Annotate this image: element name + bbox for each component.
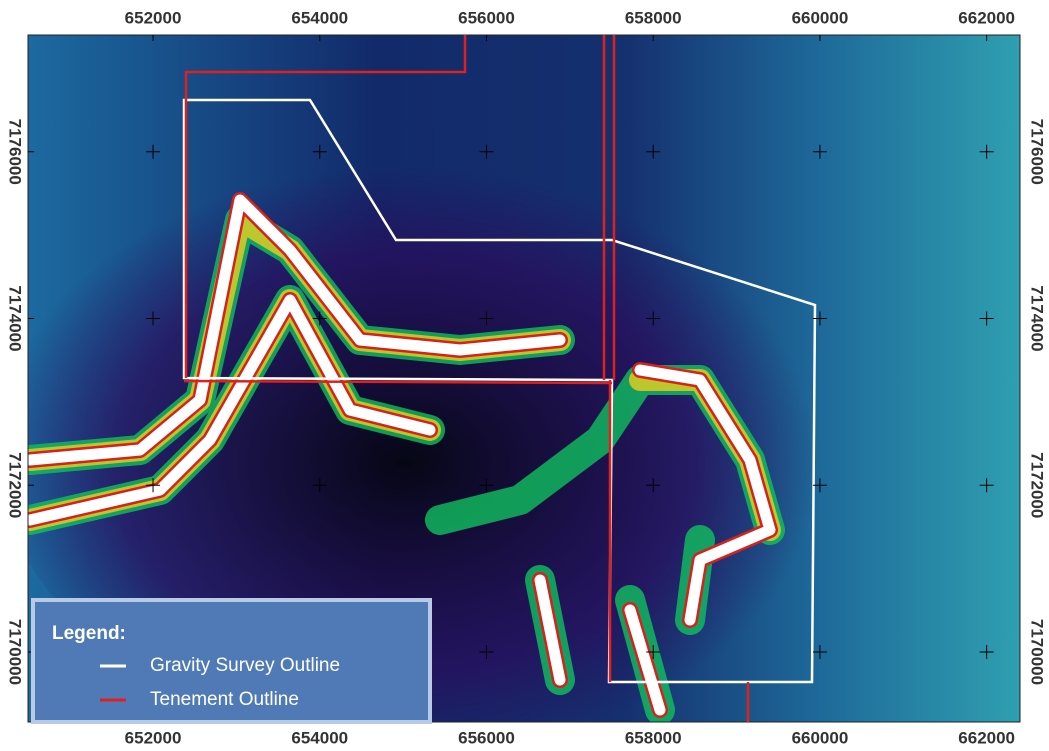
grid-cross <box>479 644 494 659</box>
y-tick-label-left: 7172000 <box>6 452 25 518</box>
grid-cross <box>312 144 327 159</box>
y-tick-label-left: 7170000 <box>6 619 25 685</box>
x-tick-label-bottom: 652000 <box>125 728 182 747</box>
x-tick-label-bottom: 658000 <box>625 728 682 747</box>
grid-cross <box>979 311 994 326</box>
grid-cross <box>646 144 661 159</box>
grid-cross <box>979 144 994 159</box>
x-tick-label-bottom: 662000 <box>958 728 1015 747</box>
y-tick-label-right: 7170000 <box>1028 619 1047 685</box>
x-tick-label-top: 660000 <box>792 8 849 27</box>
grid-cross <box>979 644 994 659</box>
outlines <box>182 35 817 722</box>
grid-cross <box>812 144 827 159</box>
y-tick-label-right: 7172000 <box>1028 452 1047 518</box>
y-tick-label-left: 7174000 <box>6 285 25 351</box>
x-tick-label-top: 656000 <box>458 8 515 27</box>
grid-cross <box>479 144 494 159</box>
x-tick-label-top: 662000 <box>958 8 1015 27</box>
grid-cross <box>812 311 827 326</box>
map-image <box>28 35 1020 722</box>
grid-cross <box>646 311 661 326</box>
legend-title: Legend: <box>52 623 126 644</box>
legend-items: Gravity Survey Outline Tenement Outline <box>100 655 340 710</box>
map-frame <box>27 34 1021 723</box>
legend-box <box>31 598 432 724</box>
tenement-outline <box>183 35 750 722</box>
ticks: 652000 652000 654000 654000 656000 656000 6580… <box>6 8 1047 747</box>
grid-cross <box>646 478 661 493</box>
grid-cross <box>479 311 494 326</box>
grid-cross <box>146 144 161 159</box>
legend-label: Gravity Survey Outline <box>150 655 340 676</box>
gravity-survey-outline <box>182 98 817 684</box>
grid-cross <box>812 644 827 659</box>
grid-cross <box>146 478 161 493</box>
x-tick-label-top: 658000 <box>625 8 682 27</box>
x-tick-label-bottom: 656000 <box>458 728 515 747</box>
y-tick-label-right: 7174000 <box>1028 285 1047 351</box>
grid-cross <box>479 478 494 493</box>
grid-cross <box>812 478 827 493</box>
grid-cross <box>312 311 327 326</box>
grid-cross <box>312 478 327 493</box>
legend-label: Tenement Outline <box>150 689 299 710</box>
x-tick-label-bottom: 654000 <box>291 728 348 747</box>
y-tick-label-right: 7176000 <box>1028 119 1047 185</box>
x-tick-label-top: 652000 <box>125 8 182 27</box>
legend: Legend: Gravity Survey Outline Tenement O… <box>31 598 432 724</box>
grid-cross <box>146 311 161 326</box>
y-tick-label-left: 7176000 <box>6 119 25 185</box>
grid-cross <box>646 644 661 659</box>
grid-cross <box>979 478 994 493</box>
x-tick-label-bottom: 660000 <box>792 728 849 747</box>
x-tick-label-top: 654000 <box>291 8 348 27</box>
